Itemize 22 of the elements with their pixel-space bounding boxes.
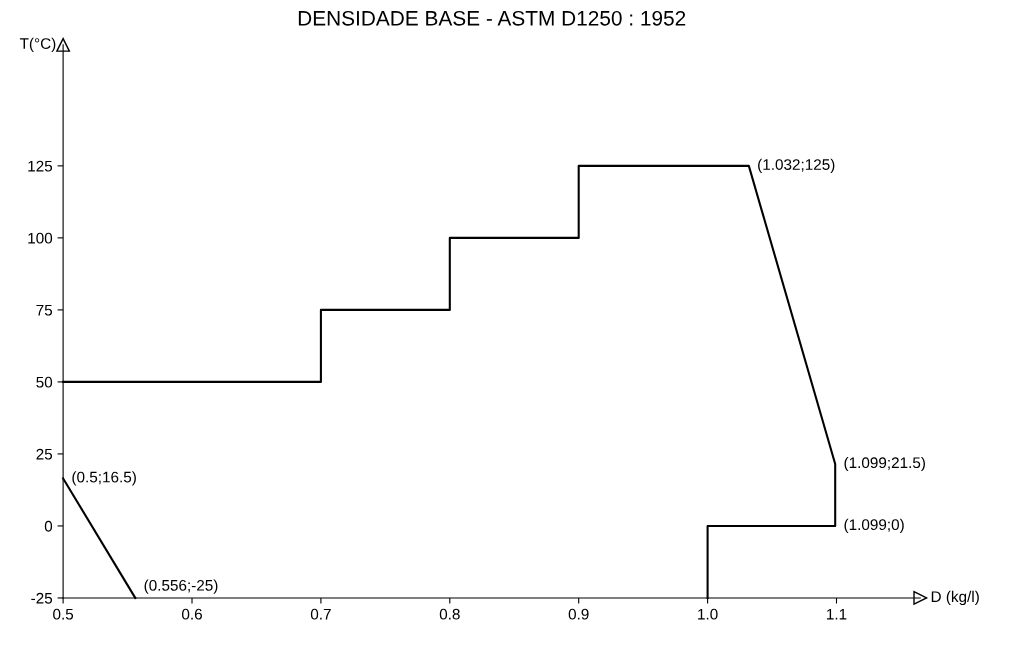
annotation: (0.556;-25) [144, 579, 218, 594]
annotation: (0.5;16.5) [72, 471, 136, 486]
x-tick-label: 0.5 [53, 608, 74, 620]
y-tick-label: 100 [28, 232, 53, 244]
x-tick-label: 0.8 [439, 608, 460, 620]
x-tick-label: 0.6 [181, 608, 202, 620]
y-tick-label: 75 [36, 304, 53, 316]
y-tick-label: 25 [36, 448, 53, 460]
x-tick-label: 0.9 [568, 608, 589, 620]
annotation: (1.099;0) [844, 518, 904, 534]
x-axis-title: D (kg/l) [931, 590, 979, 606]
x-tick-label: 1.0 [698, 608, 718, 620]
y-tick-label: 0 [44, 520, 53, 532]
x-tick-label: 1.1 [827, 608, 847, 620]
y-axis-title: T(°C) [19, 37, 56, 52]
annotation: (1.099;21.5) [844, 456, 925, 472]
chart-title: DENSIDADE BASE - ASTM D1250 : 1952 [298, 10, 686, 26]
x-tick-label: 0.7 [310, 608, 331, 620]
y-tick-label: -25 [31, 592, 53, 604]
annotation: (1.032;125) [758, 158, 835, 173]
y-tick-label: 50 [36, 376, 53, 388]
y-tick-label: 125 [28, 160, 53, 172]
